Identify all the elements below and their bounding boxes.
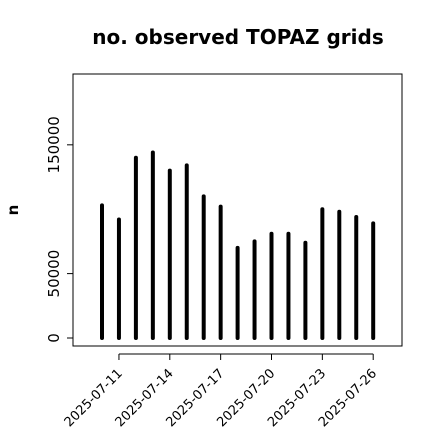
- y-axis: 0 50000 150000: [45, 80, 74, 343]
- y-tick-label: 0: [45, 333, 63, 343]
- bars: [100, 150, 376, 340]
- x-axis: 2025-07-112025-07-142025-07-172025-07-20…: [62, 353, 380, 430]
- y-tick-label: 50000: [45, 250, 63, 298]
- chart-title: no. observed TOPAZ grids: [92, 25, 383, 49]
- y-axis-label: n: [4, 205, 22, 216]
- y-tick-label: 150000: [45, 116, 63, 173]
